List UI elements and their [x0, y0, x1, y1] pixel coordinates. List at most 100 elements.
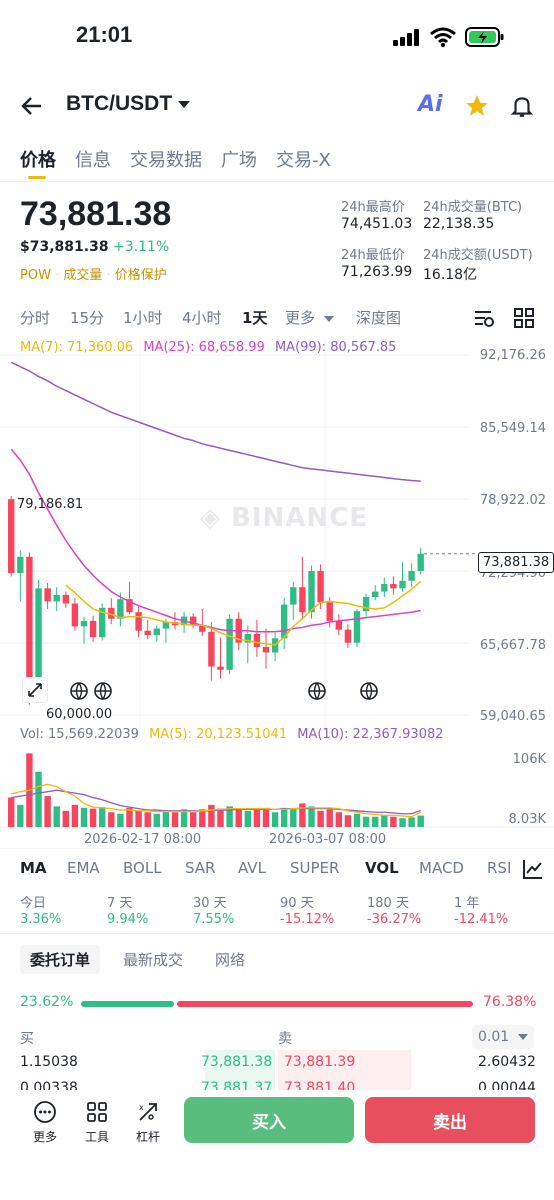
interval-1h[interactable]: 1小时 — [123, 309, 163, 327]
tag-price-protection[interactable]: 价格保护 — [114, 268, 167, 283]
candle-body — [89, 620, 97, 638]
vol-legend: Vol: 15,569.22039 — [20, 727, 139, 742]
candle-body — [399, 580, 406, 589]
volume-bar — [171, 812, 179, 827]
tab-trading-data[interactable]: 交易数据 — [130, 150, 202, 171]
current-price-tag[interactable]: 73,881.38 — [478, 552, 554, 573]
tag-volume[interactable]: 成交量 — [63, 268, 103, 283]
binance-watermark: ◈ BINANCE — [200, 503, 369, 533]
candle-body — [226, 618, 233, 670]
bell-icon[interactable] — [509, 93, 535, 119]
indicator-macd[interactable]: MACD — [419, 859, 464, 877]
ask-depth-bar — [278, 1050, 411, 1076]
tools-button[interactable]: 工具 — [77, 1100, 117, 1145]
indicator-chart-icon[interactable] — [521, 857, 547, 881]
candle-body — [190, 616, 197, 626]
indicator-avl[interactable]: AVL — [238, 859, 266, 877]
vol-ma10-line — [11, 789, 421, 815]
tab-square[interactable]: 广场 — [221, 150, 257, 171]
wifi-icon — [430, 26, 456, 48]
buy-button[interactable]: 买入 — [184, 1097, 354, 1143]
event-globe-icon[interactable] — [306, 680, 328, 702]
volume-bar — [408, 817, 415, 827]
tab-price[interactable]: 价格 — [20, 150, 56, 171]
indicator-settings-icon[interactable] — [473, 307, 495, 329]
volume-bar — [180, 809, 188, 827]
sell-button[interactable]: 卖出 — [365, 1097, 535, 1143]
tab-recent-trades[interactable]: 最新成交 — [123, 951, 184, 969]
candle-body — [126, 599, 133, 613]
indicator-super[interactable]: SUPER — [290, 859, 340, 877]
candle-body — [290, 587, 297, 605]
orderbook-row[interactable]: 1.15038 73,881.38 73,881.39 2.60432 — [0, 1050, 554, 1076]
tab-info[interactable]: 信息 — [75, 150, 111, 171]
indicator-rsi[interactable]: RSI — [487, 859, 512, 877]
volume-chart[interactable] — [0, 745, 554, 830]
volume-bar — [235, 809, 242, 827]
ma99-line — [10, 361, 421, 482]
volume-bar — [44, 796, 51, 827]
interval-1d[interactable]: 1天 — [242, 309, 268, 327]
price-axis-label: 92,176.26 — [479, 348, 546, 363]
tab-network[interactable]: 网络 — [215, 951, 246, 969]
back-arrow-icon[interactable] — [20, 94, 44, 118]
candle-body — [262, 646, 270, 653]
leverage-icon: x — [139, 1103, 157, 1121]
indicator-ema[interactable]: EMA — [67, 859, 100, 877]
event-globe-icon[interactable] — [68, 680, 90, 702]
pair-selector[interactable]: BTC/USDT — [66, 92, 191, 116]
indicator-sar[interactable]: SAR — [185, 859, 216, 877]
candle-body — [281, 604, 288, 639]
tag-pow[interactable]: POW — [20, 268, 51, 283]
ma25-legend: MA(25): 68,658.99 — [143, 340, 265, 355]
volume-bar — [8, 797, 15, 827]
volume-bar — [326, 809, 333, 827]
price-sub: $73,881.38 +3.11% — [20, 239, 169, 255]
interval-15m[interactable]: 15分 — [70, 309, 105, 327]
more-button[interactable]: 更多 — [25, 1100, 65, 1145]
candle-body — [335, 620, 342, 630]
low-label: 24h最低价 — [341, 248, 405, 263]
indicator-boll[interactable]: BOLL — [123, 859, 162, 877]
candle-body — [344, 629, 352, 643]
interval-more[interactable]: 更多 — [285, 307, 334, 328]
vol-ma10-legend: MA(10): 22,367.93082 — [297, 727, 444, 742]
tools-label: 工具 — [84, 1130, 109, 1144]
binance-logo-icon: ◈ — [200, 503, 221, 533]
ma7-line — [65, 580, 422, 646]
layout-grid-icon[interactable] — [513, 307, 535, 329]
candle-body — [326, 602, 333, 621]
leverage-button[interactable]: x 杠杆 — [128, 1100, 168, 1145]
interval-timeline[interactable]: 分时 — [20, 309, 51, 327]
indicator-vol[interactable]: VOL — [365, 859, 399, 877]
ai-button[interactable]: Ai — [418, 92, 443, 117]
volume-bar — [317, 810, 324, 827]
battery-icon — [465, 26, 505, 48]
ma25-line — [10, 448, 421, 633]
tab-order-book[interactable]: 委托订单 — [20, 945, 101, 974]
interval-more-label: 更多 — [285, 309, 316, 327]
interval-4h[interactable]: 4小时 — [182, 309, 222, 327]
candlestick-chart[interactable] — [0, 340, 554, 730]
indicator-tabs: MA EMA BOLL SAR AVL SUPER VOL MACD RSI — [0, 848, 554, 888]
candle-body — [408, 570, 415, 581]
buy-column-label: 买 — [20, 1031, 34, 1047]
vol-btc-label: 24h成交量(BTC) — [423, 200, 523, 215]
more-label: 更多 — [32, 1130, 57, 1144]
perf-value: -36.27% — [367, 912, 422, 927]
depth-chart-tab[interactable]: 深度图 — [356, 309, 402, 327]
ask-qty: 2.60432 — [478, 1054, 536, 1070]
tab-trade-x[interactable]: 交易-X — [276, 150, 331, 171]
bid-price: 73,881.38 — [201, 1054, 273, 1070]
candle-body — [17, 556, 24, 574]
candle-body — [153, 628, 160, 636]
star-icon[interactable] — [464, 93, 490, 119]
expand-chart-icon[interactable] — [22, 677, 48, 703]
candle-body — [362, 597, 370, 612]
status-bar: 21:01 — [0, 0, 554, 80]
section-tabs: 价格 信息 交易数据 广场 交易-X — [0, 136, 554, 182]
precision-selector[interactable]: 0.01 — [472, 1025, 534, 1049]
event-globe-icon[interactable] — [92, 680, 114, 702]
event-globe-icon[interactable] — [358, 680, 380, 702]
indicator-ma[interactable]: MA — [20, 859, 47, 877]
